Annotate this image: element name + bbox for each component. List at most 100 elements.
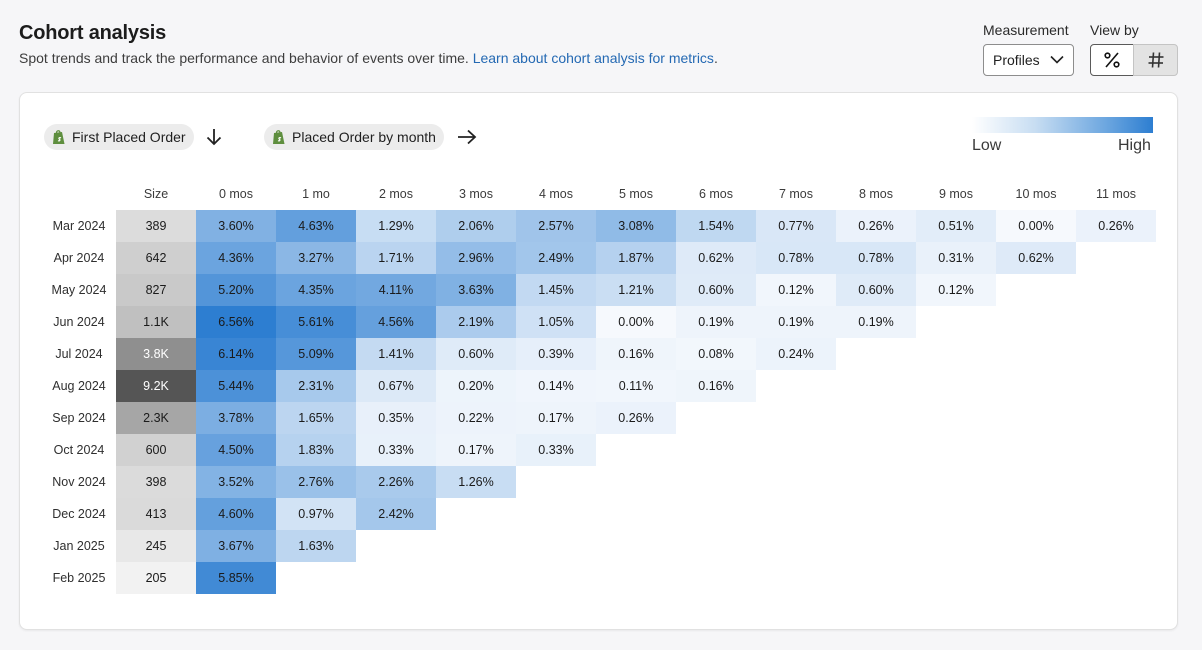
heatmap-cell[interactable]: 5.09% [276, 338, 356, 370]
heatmap-cell[interactable]: 2.19% [436, 306, 516, 338]
size-cell[interactable]: 827 [116, 274, 196, 306]
heatmap-cell[interactable]: 4.50% [196, 434, 276, 466]
heatmap-cell[interactable]: 5.61% [276, 306, 356, 338]
learn-more-link[interactable]: Learn about cohort analysis for metrics [472, 50, 714, 66]
heatmap-cell[interactable]: 0.60% [836, 274, 916, 306]
heatmap-cell[interactable]: 0.16% [596, 338, 676, 370]
heatmap-cell[interactable]: 2.76% [276, 466, 356, 498]
heatmap-cell[interactable]: 0.67% [356, 370, 436, 402]
heatmap-cell[interactable]: 4.35% [276, 274, 356, 306]
heatmap-cell[interactable]: 0.62% [996, 242, 1076, 274]
heatmap-cell[interactable]: 0.39% [516, 338, 596, 370]
heatmap-cell[interactable]: 1.83% [276, 434, 356, 466]
heatmap-cell[interactable]: 0.08% [676, 338, 756, 370]
heatmap-cell[interactable]: 0.26% [836, 210, 916, 242]
heatmap-cell[interactable]: 0.35% [356, 402, 436, 434]
size-cell[interactable]: 1.1K [116, 306, 196, 338]
heatmap-cell[interactable]: 0.60% [436, 338, 516, 370]
heatmap-cell[interactable]: 0.12% [756, 274, 836, 306]
heatmap-cell[interactable]: 0.24% [756, 338, 836, 370]
heatmap-cell[interactable]: 4.63% [276, 210, 356, 242]
heatmap-cell[interactable]: 0.33% [356, 434, 436, 466]
heatmap-cell[interactable]: 3.27% [276, 242, 356, 274]
heatmap-cell[interactable]: 2.57% [516, 210, 596, 242]
heatmap-cell[interactable]: 0.16% [676, 370, 756, 402]
heatmap-cell[interactable]: 0.78% [756, 242, 836, 274]
heatmap-cell[interactable]: 0.19% [756, 306, 836, 338]
size-cell[interactable]: 3.8K [116, 338, 196, 370]
heatmap-cell[interactable]: 0.33% [516, 434, 596, 466]
heatmap-cell[interactable]: 2.06% [436, 210, 516, 242]
heatmap-cell[interactable]: 1.87% [596, 242, 676, 274]
heatmap-cell[interactable]: 0.97% [276, 498, 356, 530]
heatmap-cell[interactable]: 0.31% [916, 242, 996, 274]
size-cell[interactable]: 389 [116, 210, 196, 242]
heatmap-cell[interactable]: 1.29% [356, 210, 436, 242]
heatmap-cell[interactable]: 0.20% [436, 370, 516, 402]
heatmap-cell[interactable]: 0.17% [516, 402, 596, 434]
size-cell[interactable]: 600 [116, 434, 196, 466]
column-metric-chip[interactable]: Placed Order by month [264, 124, 444, 150]
heatmap-cell[interactable]: 5.85% [196, 562, 276, 594]
heatmap-cell[interactable]: 4.56% [356, 306, 436, 338]
heatmap-cell[interactable]: 1.65% [276, 402, 356, 434]
heatmap-cell[interactable]: 0.17% [436, 434, 516, 466]
heatmap-cell[interactable]: 0.77% [756, 210, 836, 242]
measurement-select[interactable]: Profiles [983, 44, 1074, 76]
heatmap-cell[interactable]: 6.56% [196, 306, 276, 338]
size-cell[interactable]: 398 [116, 466, 196, 498]
heatmap-cell[interactable]: 0.78% [836, 242, 916, 274]
heatmap-cell[interactable]: 0.19% [836, 306, 916, 338]
heatmap-cell[interactable]: 0.14% [516, 370, 596, 402]
heatmap-cell[interactable]: 2.96% [436, 242, 516, 274]
heatmap-cell[interactable]: 4.11% [356, 274, 436, 306]
heatmap-cell[interactable]: 6.14% [196, 338, 276, 370]
view-by-percent-button[interactable] [1090, 44, 1134, 76]
heatmap-cell[interactable]: 3.52% [196, 466, 276, 498]
heatmap-cell[interactable]: 3.08% [596, 210, 676, 242]
heatmap-cell[interactable]: 1.21% [596, 274, 676, 306]
heatmap-cell[interactable]: 0.11% [596, 370, 676, 402]
size-cell[interactable]: 245 [116, 530, 196, 562]
heatmap-cell[interactable]: 1.54% [676, 210, 756, 242]
heatmap-cell[interactable]: 4.36% [196, 242, 276, 274]
size-cell[interactable]: 2.3K [116, 402, 196, 434]
view-by-label: View by [1090, 22, 1139, 38]
size-cell[interactable]: 642 [116, 242, 196, 274]
size-cell[interactable]: 9.2K [116, 370, 196, 402]
heatmap-cell[interactable]: 2.31% [276, 370, 356, 402]
row-metric-chip[interactable]: First Placed Order [44, 124, 194, 150]
heatmap-cell[interactable]: 2.49% [516, 242, 596, 274]
heatmap-cell[interactable]: 2.26% [356, 466, 436, 498]
heatmap-cell[interactable]: 0.62% [676, 242, 756, 274]
heatmap-cell[interactable]: 3.63% [436, 274, 516, 306]
column-metric-label: Placed Order by month [292, 129, 436, 145]
heatmap-cell[interactable]: 1.41% [356, 338, 436, 370]
heatmap-cell[interactable]: 1.05% [516, 306, 596, 338]
heatmap-cell[interactable]: 0.00% [996, 210, 1076, 242]
heatmap-cell[interactable]: 5.44% [196, 370, 276, 402]
heatmap-cell[interactable]: 3.60% [196, 210, 276, 242]
heatmap-cell[interactable]: 4.60% [196, 498, 276, 530]
heatmap-cell[interactable]: 0.12% [916, 274, 996, 306]
heatmap-cell[interactable]: 0.26% [1076, 210, 1156, 242]
heatmap-cell[interactable]: 0.60% [676, 274, 756, 306]
heatmap-cell[interactable]: 0.26% [596, 402, 676, 434]
heatmap-cell[interactable]: 3.78% [196, 402, 276, 434]
heatmap-cell[interactable]: 1.63% [276, 530, 356, 562]
heatmap-cell[interactable]: 0.19% [676, 306, 756, 338]
heatmap-cell[interactable]: 1.71% [356, 242, 436, 274]
heatmap-cell[interactable]: 5.20% [196, 274, 276, 306]
heatmap-cell[interactable]: 0.00% [596, 306, 676, 338]
heatmap-cell[interactable]: 3.67% [196, 530, 276, 562]
heatmap-cell[interactable]: 0.22% [436, 402, 516, 434]
heatmap-cell[interactable]: 2.42% [356, 498, 436, 530]
heatmap-cell[interactable]: 0.51% [916, 210, 996, 242]
size-cell[interactable]: 413 [116, 498, 196, 530]
row-label: Oct 2024 [53, 443, 105, 457]
legend-high-label: High [1118, 137, 1151, 154]
heatmap-cell[interactable]: 1.45% [516, 274, 596, 306]
heatmap-cell[interactable]: 1.26% [436, 466, 516, 498]
size-cell[interactable]: 205 [116, 562, 196, 594]
view-by-count-button[interactable] [1133, 44, 1178, 76]
